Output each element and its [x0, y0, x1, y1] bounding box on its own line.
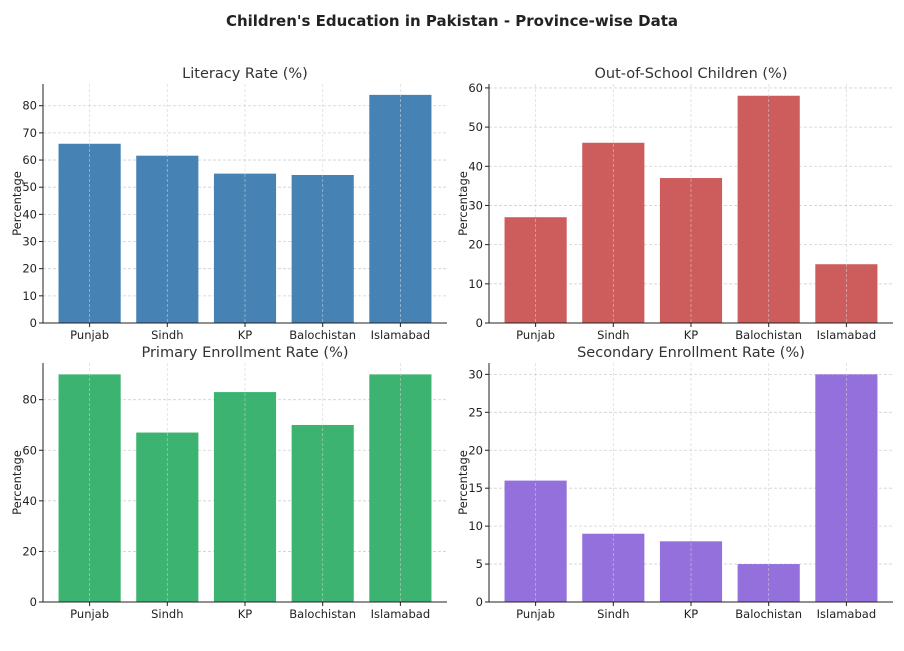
out-of-school-ytick-label: 60	[468, 81, 483, 95]
primary-enrollment-chart: 0 20 40 60 80 Punjab Sindh KP Balochistan Islamab…	[10, 345, 447, 621]
figure-title: Children's Education in Pakistan - Provi…	[226, 12, 678, 30]
secondary-enrollment-ylabel: Percentage	[456, 450, 470, 515]
secondary-enrollment-xtick-label: KP	[684, 607, 699, 621]
primary-enrollment-ytick-label: 60	[22, 443, 37, 457]
secondary-enrollment-ytick-label: 25	[468, 405, 483, 419]
literacy-ytick-label: 40	[22, 207, 37, 221]
out-of-school-xtick-label: Punjab	[516, 328, 555, 342]
literacy-bar-punjab	[58, 143, 121, 323]
secondary-enrollment-xtick-label: Punjab	[516, 607, 555, 621]
out-of-school-bar-sindh	[582, 142, 645, 323]
out-of-school-ytick-label: 0	[476, 316, 483, 330]
literacy-chart: 0 10 20 30 40 50 60 70 80 Punjab Sindh KP Balochista…	[10, 66, 447, 342]
secondary-enrollment-ytick-label: 10	[468, 519, 483, 533]
literacy-ytick-label: 70	[22, 126, 37, 140]
secondary-enrollment-ytick-label: 5	[476, 557, 483, 571]
primary-enrollment-bar-kp	[213, 392, 277, 602]
primary-enrollment-ytick-label: 40	[22, 494, 37, 508]
secondary-enrollment-xtick-label: Balochistan	[735, 607, 802, 621]
out-of-school-xtick-label: Islamabad	[817, 328, 877, 342]
literacy-ytick-label: 20	[22, 262, 37, 276]
primary-enrollment-xtick-label: Islamabad	[371, 607, 431, 621]
secondary-enrollment-ytick-label: 15	[468, 481, 483, 495]
literacy-ytick-label: 50	[22, 180, 37, 194]
out-of-school-chart: 0 10 20 30 40 50 60 Punjab Sindh KP Balochistan Isl…	[456, 66, 893, 342]
secondary-enrollment-ytick-label: 20	[468, 443, 483, 457]
secondary-enrollment-ytick-label: 0	[476, 595, 483, 609]
out-of-school-xtick-label: Balochistan	[735, 328, 802, 342]
literacy-ytick-label: 0	[30, 316, 37, 330]
literacy-xtick-label: Islamabad	[371, 328, 431, 342]
out-of-school-ytick-label: 20	[468, 238, 483, 252]
literacy-ytick-label: 30	[22, 235, 37, 249]
literacy-xtick-label: Balochistan	[289, 328, 356, 342]
primary-enrollment-xtick-label: KP	[238, 607, 253, 621]
literacy-ytick-label: 60	[22, 153, 37, 167]
literacy-xtick-label: Sindh	[151, 328, 183, 342]
primary-enrollment-xtick-label: Balochistan	[289, 607, 356, 621]
primary-enrollment-ytick-label: 80	[22, 393, 37, 407]
literacy-ylabel: Percentage	[10, 171, 24, 236]
literacy-xtick-label: KP	[238, 328, 253, 342]
secondary-enrollment-title: Secondary Enrollment Rate (%)	[577, 345, 805, 361]
out-of-school-ytick-label: 10	[468, 277, 483, 291]
out-of-school-ylabel: Percentage	[456, 171, 470, 236]
primary-enrollment-ytick-label: 20	[22, 544, 37, 558]
secondary-enrollment-ytick-label: 30	[468, 367, 483, 381]
secondary-enrollment-chart: 0 5 10 15 20 25 30 Punjab Sindh KP Balochistan Isla…	[456, 345, 893, 621]
out-of-school-ytick-label: 40	[468, 159, 483, 173]
out-of-school-xtick-label: Sindh	[597, 328, 629, 342]
primary-enrollment-ytick-label: 0	[30, 595, 37, 609]
out-of-school-ytick-label: 50	[468, 120, 483, 134]
secondary-enrollment-xtick-label: Islamabad	[817, 607, 877, 621]
primary-enrollment-title: Primary Enrollment Rate (%)	[141, 345, 348, 361]
out-of-school-xtick-label: KP	[684, 328, 699, 342]
literacy-title: Literacy Rate (%)	[182, 66, 308, 82]
out-of-school-title: Out-of-School Children (%)	[595, 66, 788, 82]
secondary-enrollment-bar-kp	[659, 541, 723, 602]
literacy-xtick-label: Punjab	[70, 328, 109, 342]
primary-enrollment-xtick-label: Sindh	[151, 607, 183, 621]
primary-enrollment-bar-sindh	[136, 432, 199, 602]
primary-enrollment-ylabel: Percentage	[10, 450, 24, 515]
secondary-enrollment-xtick-label: Sindh	[597, 607, 629, 621]
literacy-bar-kp	[213, 173, 277, 323]
literacy-ytick-label: 10	[22, 289, 37, 303]
literacy-ytick-label: 80	[22, 99, 37, 113]
primary-enrollment-xtick-label: Punjab	[70, 607, 109, 621]
out-of-school-ytick-label: 30	[468, 198, 483, 212]
